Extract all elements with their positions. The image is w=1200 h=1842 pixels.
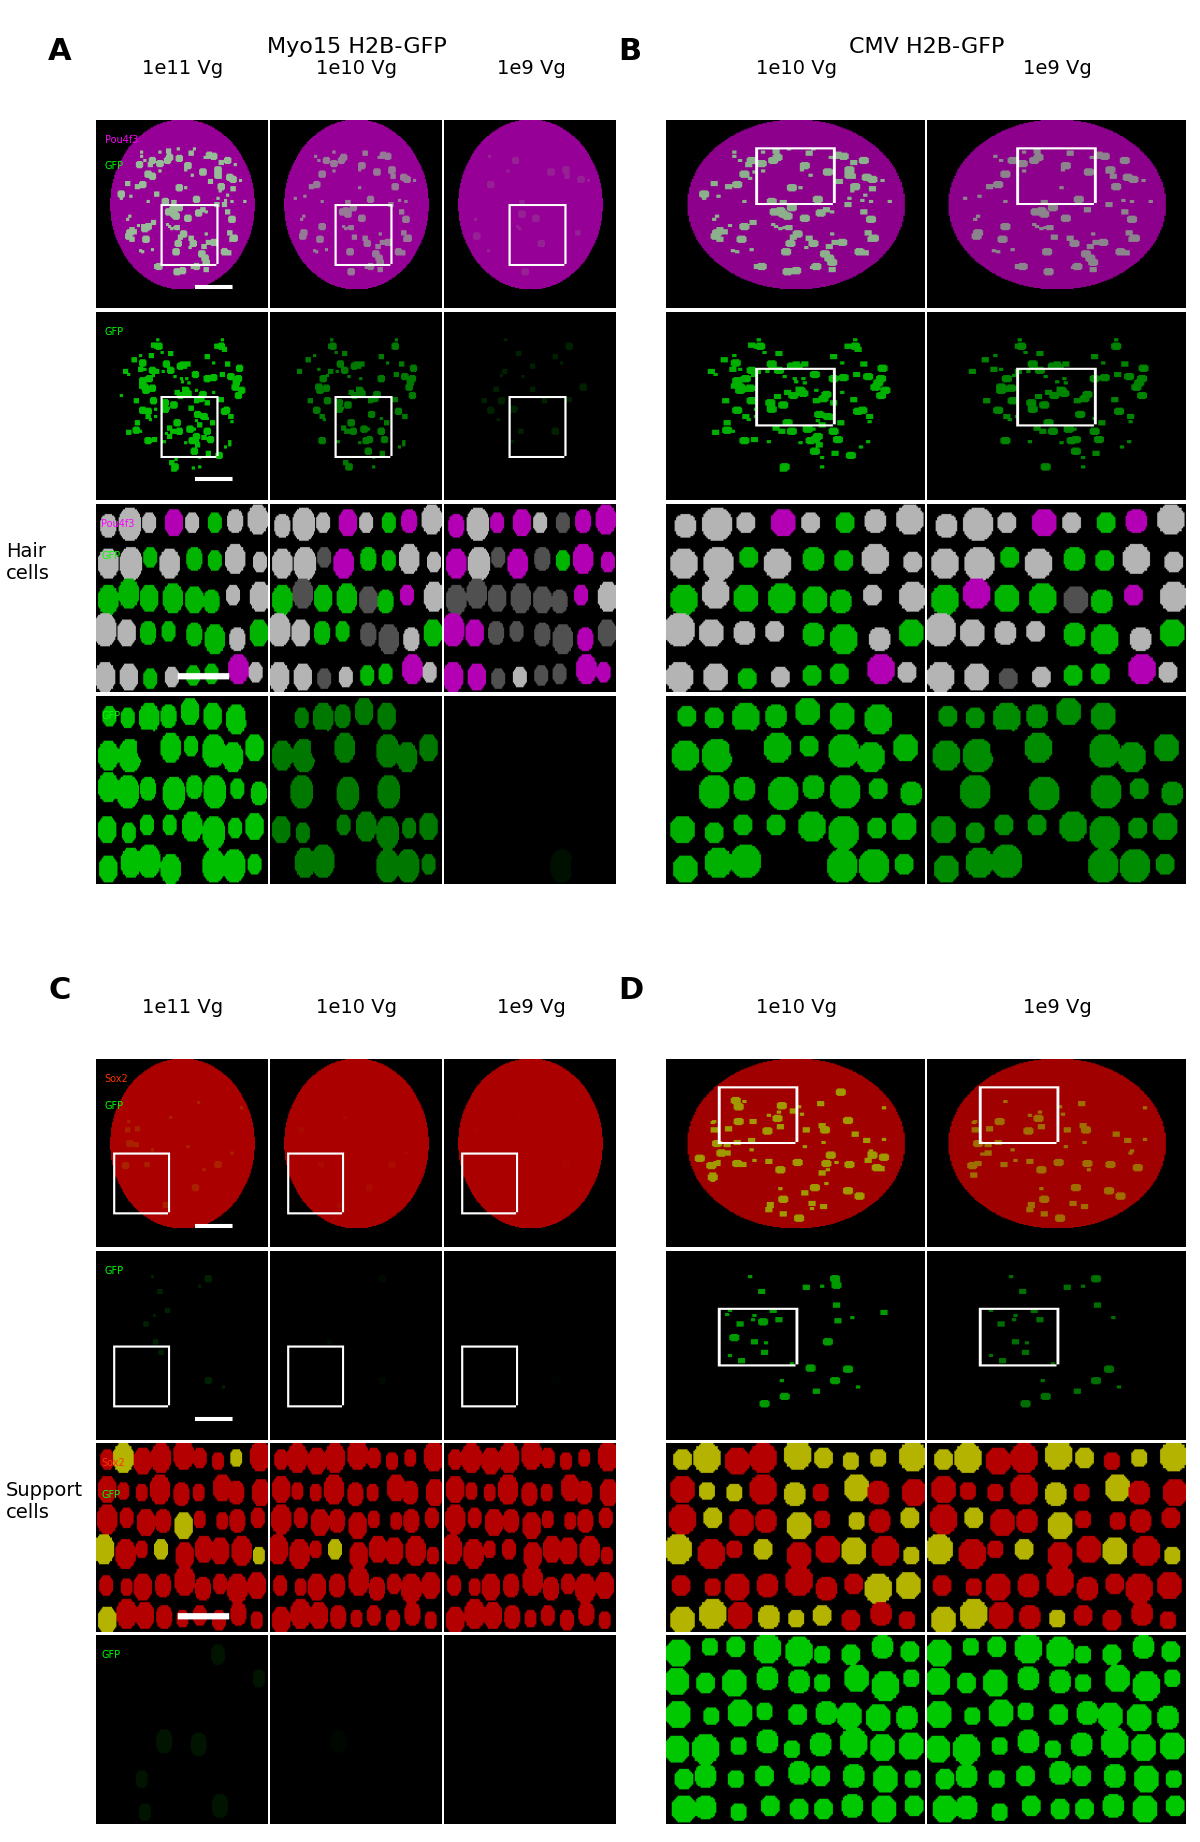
- Text: 1e10 Vg: 1e10 Vg: [756, 998, 838, 1017]
- Text: Hair
cells: Hair cells: [6, 542, 50, 582]
- Text: B: B: [618, 37, 641, 66]
- Text: 1e11 Vg: 1e11 Vg: [143, 59, 223, 77]
- Text: GFP: GFP: [104, 160, 124, 171]
- Text: 1e10 Vg: 1e10 Vg: [317, 998, 397, 1017]
- Text: GFP: GFP: [101, 711, 120, 720]
- Text: Myo15 H2B-GFP: Myo15 H2B-GFP: [268, 37, 446, 57]
- Text: GFP: GFP: [101, 1490, 120, 1499]
- Text: 1e10 Vg: 1e10 Vg: [317, 59, 397, 77]
- Text: Sox2: Sox2: [104, 1074, 128, 1085]
- Text: 1e10 Vg: 1e10 Vg: [756, 59, 838, 77]
- Text: C: C: [48, 976, 71, 1006]
- Text: GFP: GFP: [104, 1265, 124, 1277]
- Text: GFP: GFP: [101, 1650, 120, 1660]
- Text: 1e9 Vg: 1e9 Vg: [1024, 998, 1092, 1017]
- Text: 1e11 Vg: 1e11 Vg: [143, 998, 223, 1017]
- Text: 1e9 Vg: 1e9 Vg: [497, 998, 565, 1017]
- Text: CMV H2B-GFP: CMV H2B-GFP: [850, 37, 1004, 57]
- Text: A: A: [48, 37, 72, 66]
- Text: Pou4f3: Pou4f3: [101, 519, 134, 529]
- Text: 1e9 Vg: 1e9 Vg: [497, 59, 565, 77]
- Text: GFP: GFP: [104, 1100, 124, 1111]
- Text: GFP: GFP: [104, 326, 124, 337]
- Text: GFP: GFP: [101, 551, 120, 560]
- Text: 1e9 Vg: 1e9 Vg: [1024, 59, 1092, 77]
- Text: Pou4f3: Pou4f3: [104, 134, 138, 146]
- Text: Sox2: Sox2: [101, 1459, 125, 1468]
- Text: Support
cells: Support cells: [6, 1481, 83, 1521]
- Text: D: D: [618, 976, 643, 1006]
